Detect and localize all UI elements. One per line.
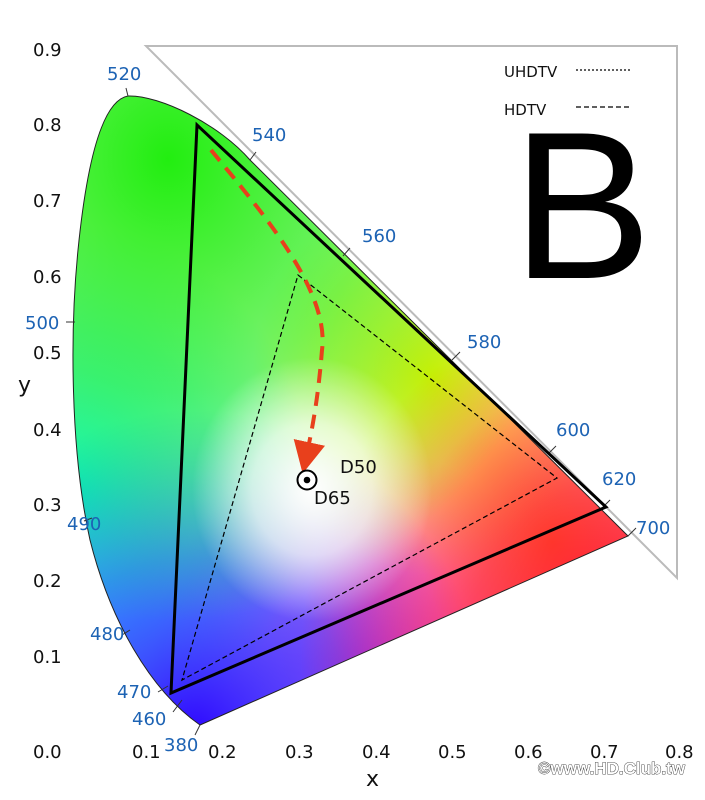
y-tick-label: 0.5: [33, 343, 62, 364]
y-tick-label: 0.9: [33, 40, 62, 61]
x-tick-label: 0.6: [514, 742, 543, 763]
wl-label: 600: [556, 420, 590, 441]
y-tick-label: 0.6: [33, 267, 62, 288]
wl-label: 460: [132, 709, 166, 730]
gamut-shift-arrow: [209, 148, 325, 474]
wl-label: 380: [164, 735, 198, 756]
panel-letter: B: [512, 88, 652, 323]
y-tick-label: 0.1: [33, 647, 62, 668]
wl-label: 560: [362, 226, 396, 247]
wavelength-labels: 380 460 470 480 490 500 520 540 560 580 …: [25, 64, 670, 756]
hdtv-gamut-triangle: [181, 273, 559, 682]
white-point-marker: [296, 469, 318, 491]
x-axis-ticks: 0.1 0.2 0.3 0.4 0.5 0.6 0.7 0.8: [132, 742, 694, 763]
x-tick-label: 0.1: [132, 742, 161, 763]
x-tick-label: 0.3: [285, 742, 314, 763]
uhdtv-gamut-triangle: [169, 121, 609, 696]
wl-label: 700: [636, 518, 670, 539]
wl-label: 490: [67, 514, 101, 535]
y-tick-label: 0.0: [33, 742, 62, 763]
x-tick-label: 0.2: [208, 742, 237, 763]
y-tick-label: 0.8: [33, 115, 62, 136]
x-tick-label: 0.7: [590, 742, 619, 763]
y-tick-label: 0.7: [33, 191, 62, 212]
white-point-d65-label: D65: [314, 488, 351, 509]
x-axis-title: x: [366, 767, 379, 792]
wl-label: 520: [107, 64, 141, 85]
credit-watermark: ©www.HD.Club.tw: [538, 759, 686, 778]
spectrum-triangle-outline: [143, 45, 678, 581]
legend-uhdtv-label: UHDTV: [504, 63, 558, 81]
y-tick-label: 0.3: [33, 495, 62, 516]
white-point-d50-label: D50: [340, 457, 377, 478]
legend: UHDTV HDTV: [504, 63, 632, 119]
x-tick-label: 0.5: [438, 742, 467, 763]
wl-label: 580: [467, 332, 501, 353]
wl-label: 480: [90, 624, 124, 645]
spectral-locus-outline: [72, 95, 629, 726]
legend-hdtv-label: HDTV: [504, 101, 547, 119]
y-tick-label: 0.2: [33, 571, 62, 592]
y-tick-label: 0.4: [33, 420, 62, 441]
wl-label: 620: [602, 469, 636, 490]
wl-label: 540: [252, 125, 286, 146]
x-tick-label: 0.8: [665, 742, 694, 763]
x-tick-label: 0.4: [362, 742, 391, 763]
wavelength-tick-marks: [66, 87, 637, 736]
wl-label: 470: [117, 682, 151, 703]
wl-label: 500: [25, 313, 59, 334]
y-axis-title: y: [18, 373, 31, 398]
y-axis-ticks: 0.0 0.1 0.2 0.3 0.4 0.5 0.6 0.7 0.8 0.9: [33, 40, 62, 763]
